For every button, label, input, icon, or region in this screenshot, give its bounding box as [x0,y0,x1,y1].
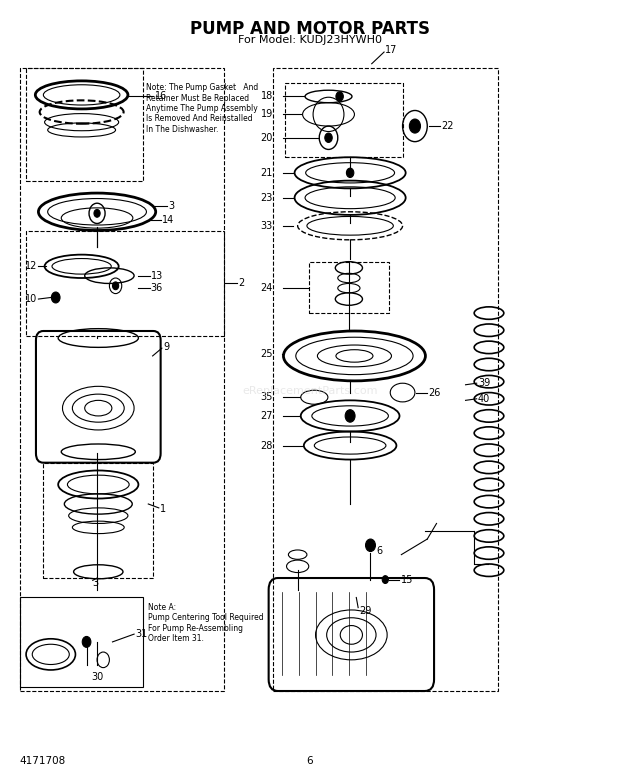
Text: 35: 35 [260,393,273,402]
Text: 9: 9 [163,342,169,352]
Text: For Model: KUDJ23HYWH0: For Model: KUDJ23HYWH0 [238,35,382,45]
Bar [20,597,143,687]
Bar [26,231,224,336]
Text: 29: 29 [360,606,372,615]
Text: 4171708: 4171708 [20,756,66,766]
Text: 19: 19 [261,109,273,120]
Text: 3: 3 [93,579,99,589]
Text: 24: 24 [260,283,273,293]
Text: 14: 14 [162,214,174,224]
Circle shape [112,282,118,289]
Text: 30: 30 [91,672,103,682]
Circle shape [51,292,60,303]
Bar [26,67,143,181]
Text: 2: 2 [239,278,245,289]
Text: 21: 21 [260,168,273,178]
Text: 33: 33 [261,221,273,231]
Text: 10: 10 [25,294,37,304]
Circle shape [325,133,332,142]
Text: 3: 3 [168,200,174,210]
Bar [20,67,224,691]
Text: 28: 28 [260,440,273,450]
Text: eReplacementParts.com: eReplacementParts.com [242,386,378,396]
Bar [309,263,389,313]
Text: 17: 17 [385,45,397,56]
Circle shape [382,576,388,583]
Text: 16: 16 [154,91,167,102]
Text: 23: 23 [260,192,273,203]
Text: 1: 1 [160,504,166,515]
Text: 22: 22 [441,121,453,131]
Bar [273,67,498,691]
Text: PUMP AND MOTOR PARTS: PUMP AND MOTOR PARTS [190,20,430,38]
Text: 12: 12 [25,261,37,271]
Text: 40: 40 [478,394,490,404]
Text: 36: 36 [151,283,163,293]
Circle shape [366,539,376,551]
Circle shape [94,210,100,217]
Circle shape [336,91,343,101]
Bar [43,463,153,578]
Text: 25: 25 [260,349,273,359]
Text: 6: 6 [377,546,383,556]
Text: 39: 39 [478,378,490,388]
Circle shape [345,410,355,422]
Text: 18: 18 [261,91,273,102]
Circle shape [409,119,420,133]
Text: 6: 6 [307,756,313,766]
Text: 31: 31 [135,629,148,639]
Text: 15: 15 [401,575,413,585]
Text: 27: 27 [260,411,273,421]
Text: Note A:
Pump Centering Tool Required
For Pump Re-Assembling
Order Item 31.: Note A: Pump Centering Tool Required For… [148,603,264,643]
Text: 20: 20 [260,133,273,143]
Circle shape [347,168,354,178]
Text: 26: 26 [428,388,441,397]
Circle shape [82,637,91,647]
Bar [285,83,402,157]
Text: Note: The Pump Gasket   And
Retainer Must Be Replaced
Anytime The Pump Assembly
: Note: The Pump Gasket And Retainer Must … [146,83,259,134]
Text: 13: 13 [151,271,163,281]
